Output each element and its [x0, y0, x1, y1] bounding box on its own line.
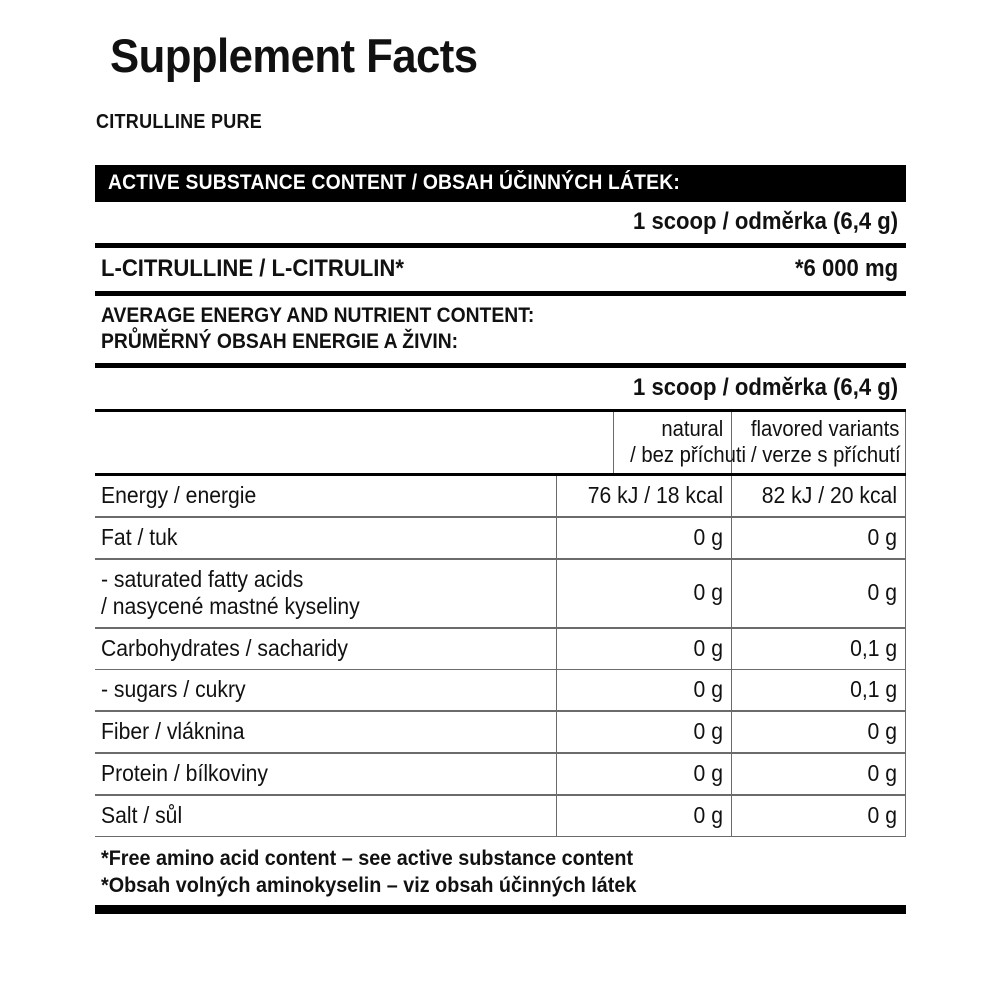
column-header-natural-line1: natural: [661, 415, 723, 441]
nutrition-serving-size: 1 scoop / odměrka (6,4 g): [95, 368, 906, 409]
table-row: - sugars / cukry 0 g 0,1 g: [95, 670, 906, 711]
active-substance-banner: ACTIVE SUBSTANCE CONTENT / OBSAH ÚČINNÝC…: [95, 165, 906, 202]
footnote-line-2: *Obsah volných aminokyselin – viz obsah …: [101, 873, 637, 898]
row-label: Energy / energie: [101, 482, 257, 509]
row-value-natural: 0 g: [693, 579, 723, 606]
nutrition-serving-size-label: 1 scoop / odměrka (6,4 g): [632, 373, 898, 401]
rule-above-column-headers: [95, 408, 906, 412]
row-divider: [95, 752, 906, 754]
row-value-natural: 0 g: [693, 676, 723, 703]
table-row: Carbohydrates / sacharidy 0 g 0,1 g: [95, 628, 906, 669]
row-value-flavored: 0 g: [867, 718, 897, 745]
rule-above-citrulline: [95, 242, 906, 248]
column-header-flavored-line2: / verze s příchutí: [751, 441, 901, 467]
row-label: Fiber / vláknina: [101, 718, 245, 745]
table-row: Salt / sůl 0 g 0 g: [95, 795, 906, 836]
table-row: Energy / energie 76 kJ / 18 kcal 82 kJ /…: [95, 476, 906, 517]
facts-table: ACTIVE SUBSTANCE CONTENT / OBSAH ÚČINNÝC…: [95, 165, 906, 914]
nutrition-heading: AVERAGE ENERGY AND NUTRIENT CONTENT: PRŮ…: [95, 296, 906, 363]
active-serving-size-label: 1 scoop / odměrka (6,4 g): [632, 207, 898, 235]
table-row-citrulline: L-CITRULLINE / L-CITRULIN* *6 000 mg: [95, 248, 906, 291]
column-header-flavored: flavored variants / verze s příchutí: [731, 411, 906, 474]
nutrition-heading-line1: AVERAGE ENERGY AND NUTRIENT CONTENT:: [101, 303, 535, 327]
citrulline-name: L-CITRULLINE / L-CITRULIN*: [101, 254, 404, 282]
column-header-natural-line2: / bez příchuti: [630, 441, 746, 467]
table-row: Fat / tuk 0 g 0 g: [95, 518, 906, 559]
row-divider: [95, 710, 906, 713]
footnotes: *Free amino acid content – see active su…: [95, 837, 906, 905]
row-divider: [95, 516, 906, 519]
row-value-natural: 0 g: [693, 524, 723, 551]
page-title: Supplement Facts: [110, 29, 478, 82]
rule-bottom: [95, 904, 906, 914]
row-value-natural: 0 g: [693, 801, 723, 828]
row-value-flavored: 0,1 g: [849, 634, 897, 661]
row-value-flavored: 0 g: [867, 759, 897, 786]
active-serving-size: 1 scoop / odměrka (6,4 g): [95, 202, 906, 243]
citrulline-amount: *6 000 mg: [794, 254, 898, 282]
rule-below-column-headers: [95, 473, 906, 477]
row-divider: [95, 627, 906, 629]
rule-below-citrulline: [95, 290, 906, 296]
active-substance-banner-label: ACTIVE SUBSTANCE CONTENT / OBSAH ÚČINNÝC…: [108, 171, 680, 194]
row-value-flavored: 82 kJ / 20 kcal: [761, 482, 897, 509]
table-row: Fiber / vláknina 0 g 0 g: [95, 712, 906, 753]
row-divider: [95, 558, 906, 560]
row-label: Salt / sůl: [101, 801, 183, 828]
row-value-natural: 0 g: [693, 759, 723, 786]
row-label: Fat / tuk: [101, 524, 178, 551]
rule-below-nutrition-heading: [95, 362, 906, 368]
nutrition-heading-line2: PRŮMĚRNÝ OBSAH ENERGIE A ŽIVIN:: [101, 329, 459, 353]
column-header-row: natural / bez příchuti flavored variants…: [95, 411, 906, 474]
row-divider: [95, 793, 906, 796]
row-value-natural: 0 g: [693, 634, 723, 661]
table-row: Protein / bílkoviny 0 g 0 g: [95, 753, 906, 794]
row-value-flavored: 0 g: [867, 579, 897, 606]
row-value-flavored: 0,1 g: [849, 676, 897, 703]
table-row: - saturated fatty acids / nasycené mastn…: [95, 559, 906, 628]
row-value-flavored: 0 g: [867, 801, 897, 828]
row-value-natural: 76 kJ / 18 kcal: [587, 482, 723, 509]
row-label: - sugars / cukry: [101, 676, 246, 703]
row-value-flavored: 0 g: [867, 524, 897, 551]
product-name: CITRULLINE PURE: [96, 111, 263, 133]
row-value-natural: 0 g: [693, 718, 723, 745]
row-divider: [95, 835, 906, 838]
row-label: - saturated fatty acids / nasycené mastn…: [101, 565, 360, 619]
column-header-flavored-line1: flavored variants: [750, 415, 900, 441]
row-divider: [95, 668, 906, 671]
footnote-line-1: *Free amino acid content – see active su…: [101, 846, 634, 871]
column-header-natural: natural / bez příchuti: [613, 411, 746, 474]
row-label: Carbohydrates / sacharidy: [101, 634, 348, 661]
row-label: Protein / bílkoviny: [101, 759, 269, 786]
